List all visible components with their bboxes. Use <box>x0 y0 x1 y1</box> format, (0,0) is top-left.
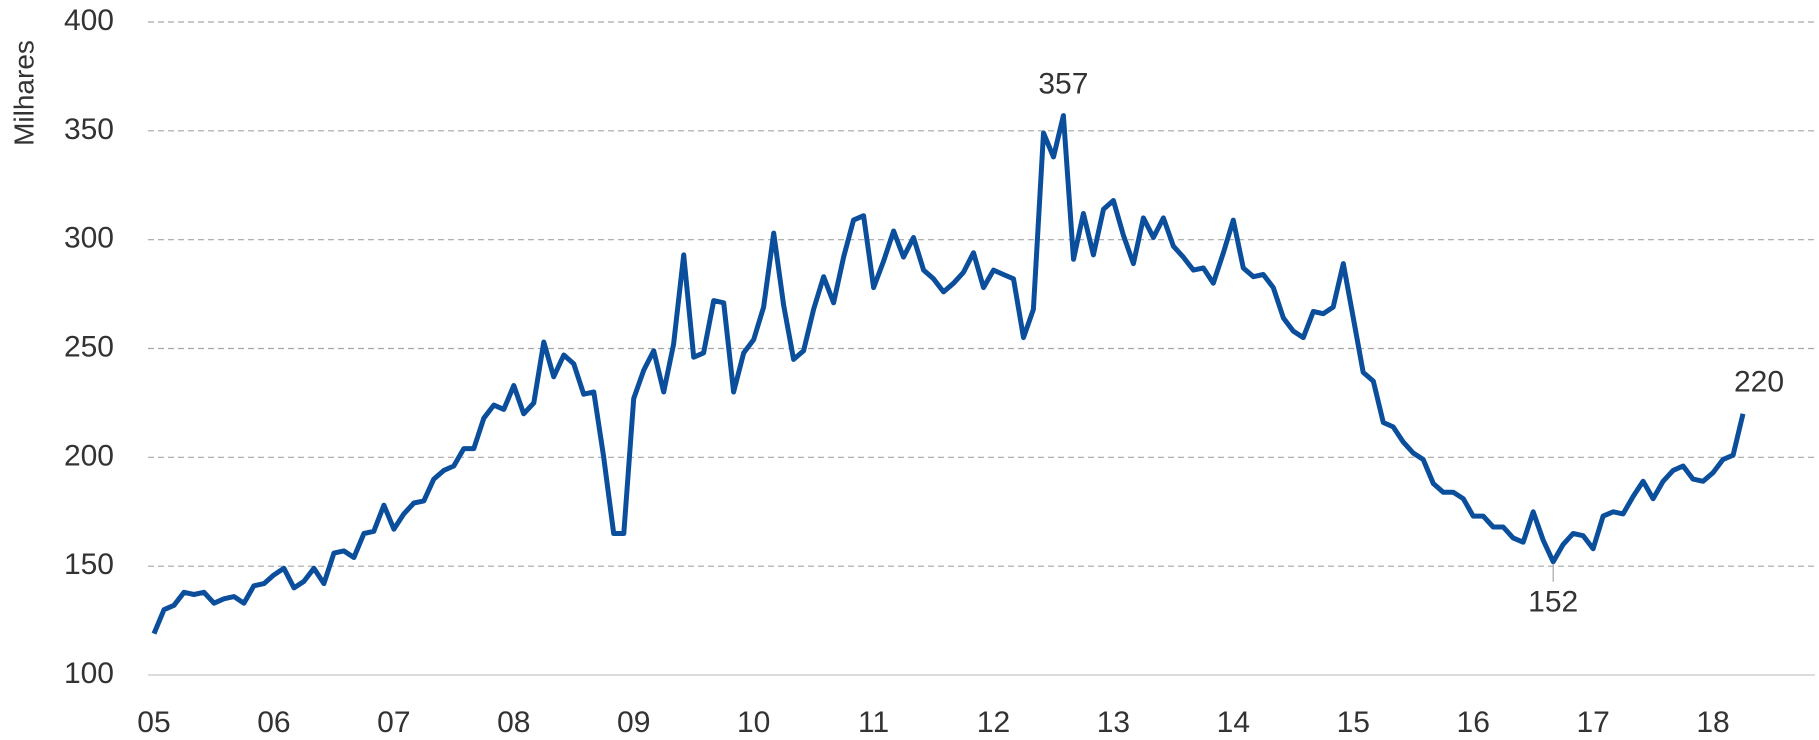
data-label: 220 <box>1734 366 1784 399</box>
data-label: 357 <box>1038 68 1088 101</box>
y-tick-label: 350 <box>64 113 114 146</box>
x-tick-label: 16 <box>1457 706 1490 739</box>
y-tick-label: 150 <box>64 548 114 581</box>
x-tick-label: 14 <box>1217 706 1250 739</box>
y-tick-label: 400 <box>64 4 114 37</box>
x-tick-label: 13 <box>1097 706 1130 739</box>
x-tick-label: 17 <box>1576 706 1609 739</box>
y-tick-label: 300 <box>64 222 114 255</box>
y-axis-label: Milhares <box>8 40 39 146</box>
x-tick-label: 12 <box>977 706 1010 739</box>
x-tick-label: 15 <box>1337 706 1370 739</box>
x-tick-label: 10 <box>737 706 770 739</box>
y-tick-label: 250 <box>64 330 114 363</box>
x-tick-label: 05 <box>137 706 170 739</box>
x-tick-label: 08 <box>497 706 530 739</box>
x-tick-label: 06 <box>257 706 290 739</box>
y-tick-label: 200 <box>64 439 114 472</box>
x-tick-label: 07 <box>377 706 410 739</box>
x-tick-label: 11 <box>858 706 889 739</box>
x-tick-label: 09 <box>617 706 650 739</box>
x-tick-label: 18 <box>1696 706 1729 739</box>
data-line <box>151 113 1746 635</box>
y-tick-label: 100 <box>64 657 114 690</box>
data-label: 152 <box>1528 586 1578 619</box>
